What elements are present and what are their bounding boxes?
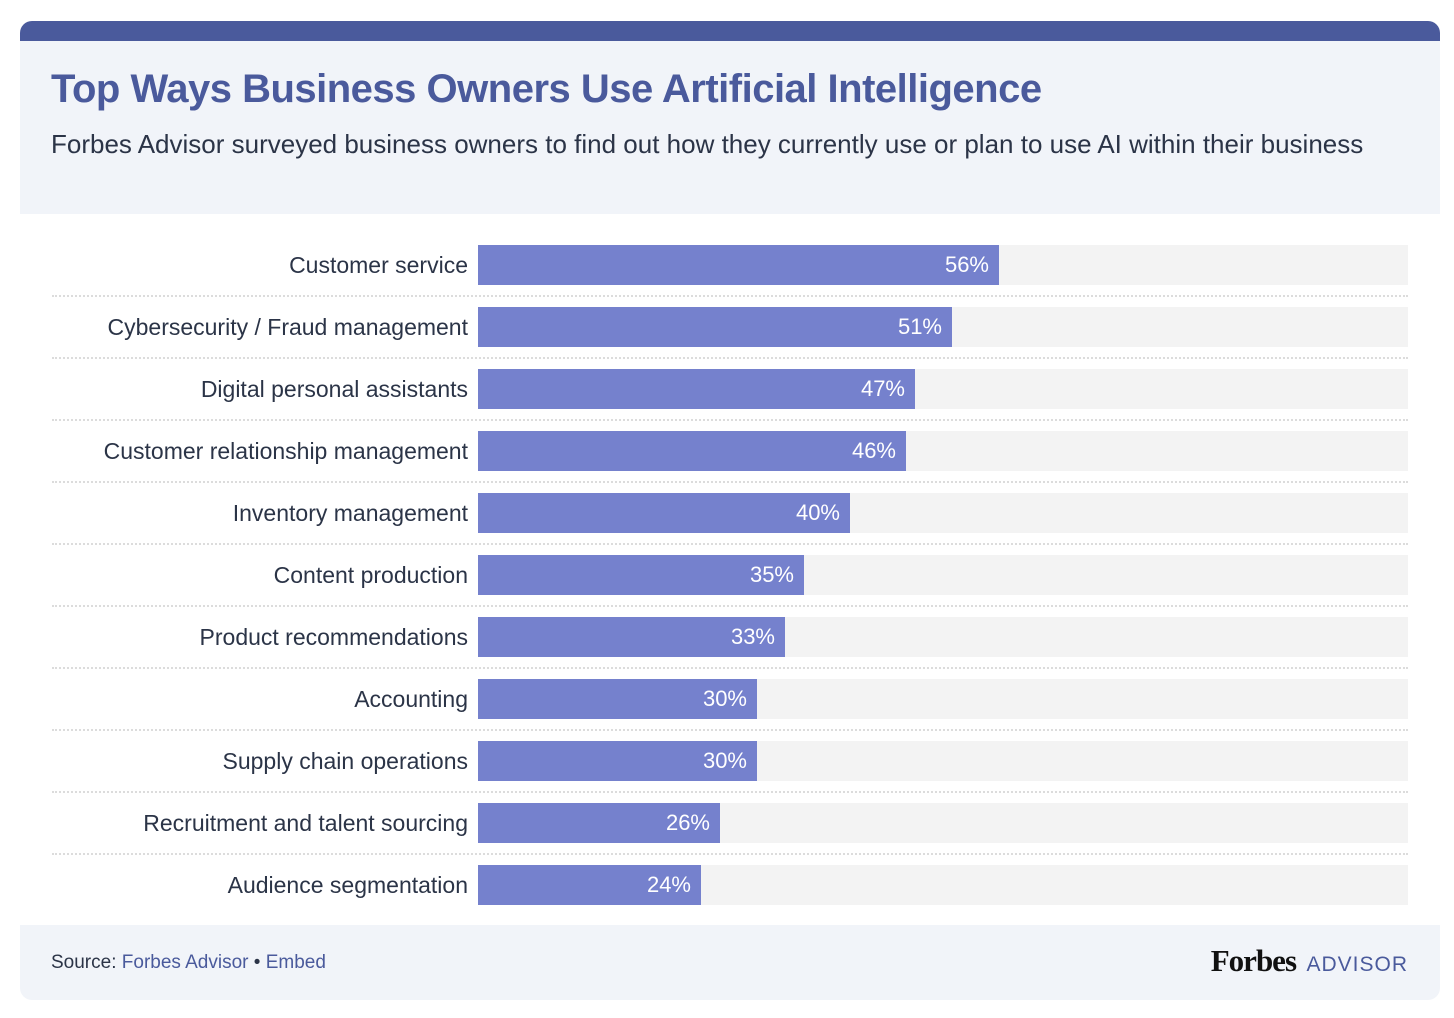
chart-row: Supply chain operations 30%	[52, 741, 1408, 803]
bar: 46%	[478, 431, 906, 471]
row-divider	[52, 295, 1408, 297]
bar-track: 51%	[478, 307, 1408, 347]
embed-link[interactable]: Embed	[265, 952, 326, 973]
bar-track: 24%	[478, 865, 1408, 905]
bar: 51%	[478, 307, 952, 347]
bar-track: 33%	[478, 617, 1408, 657]
chart-row: Product recommendations 33%	[52, 617, 1408, 679]
source-link[interactable]: Forbes Advisor	[121, 952, 249, 973]
source-line: Source: Forbes Advisor • Embed	[51, 952, 326, 974]
bar-track: 30%	[478, 679, 1408, 719]
row-divider	[52, 667, 1408, 669]
forbes-advisor-logo: Forbes ADVISOR	[1211, 943, 1408, 979]
row-divider	[52, 543, 1408, 545]
header-accent-bar	[20, 21, 1440, 41]
row-divider	[52, 853, 1408, 855]
category-label: Product recommendations	[199, 624, 468, 650]
category-label: Digital personal assistants	[200, 376, 468, 402]
chart-subtitle: Forbes Advisor surveyed business owners …	[51, 129, 1364, 159]
bar-track: 46%	[478, 431, 1408, 471]
row-divider	[52, 357, 1408, 359]
chart-row: Digital personal assistants 47%	[52, 369, 1408, 431]
category-label: Cybersecurity / Fraud management	[107, 314, 469, 340]
category-label: Content production	[273, 562, 468, 588]
bar: 56%	[478, 245, 999, 285]
row-divider	[52, 729, 1408, 731]
bar-track: 35%	[478, 555, 1408, 595]
row-divider	[52, 419, 1408, 421]
chart-row: Recruitment and talent sourcing 26%	[52, 803, 1408, 865]
bar-value-label: 51%	[897, 314, 942, 339]
bar: 47%	[478, 369, 915, 409]
source-separator: •	[253, 952, 261, 973]
row-divider	[52, 791, 1408, 793]
row-divider	[52, 605, 1408, 607]
chart-row: Customer relationship management 46%	[52, 431, 1408, 493]
bar-value-label: 26%	[665, 810, 710, 835]
bar: 24%	[478, 865, 701, 905]
bar: 33%	[478, 617, 785, 657]
category-label: Audience segmentation	[227, 872, 468, 898]
bar-track: 47%	[478, 369, 1408, 409]
bar-track: 40%	[478, 493, 1408, 533]
advisor-wordmark: ADVISOR	[1306, 953, 1408, 976]
bar-track: 56%	[478, 245, 1408, 285]
bar: 40%	[478, 493, 850, 533]
category-label: Inventory management	[232, 500, 468, 526]
bar-value-label: 40%	[795, 500, 840, 525]
chart-footer: Source: Forbes Advisor • Embed Forbes AD…	[20, 925, 1440, 1000]
chart-row: Inventory management 40%	[52, 493, 1408, 555]
chart-row: Cybersecurity / Fraud management 51%	[52, 307, 1408, 369]
bar-value-label: 33%	[730, 624, 775, 649]
category-label: Supply chain operations	[222, 748, 469, 774]
chart-header: Top Ways Business Owners Use Artificial …	[20, 41, 1440, 214]
row-divider	[52, 481, 1408, 483]
bar: 30%	[478, 679, 757, 719]
category-label: Customer service	[289, 252, 468, 278]
bar-value-label: 46%	[851, 438, 896, 463]
bar: 35%	[478, 555, 804, 595]
bar-value-label: 47%	[860, 376, 905, 401]
category-label: Accounting	[354, 686, 468, 712]
bar-value-label: 24%	[646, 872, 691, 897]
bar-track: 30%	[478, 741, 1408, 781]
bar-value-label: 30%	[702, 686, 747, 711]
bar-value-label: 30%	[702, 748, 747, 773]
source-label: Source:	[51, 952, 117, 973]
bar-value-label: 35%	[749, 562, 794, 587]
chart-row: Audience segmentation 24%	[52, 865, 1408, 927]
bar-track: 26%	[478, 803, 1408, 843]
chart-row: Customer service 56%	[52, 245, 1408, 307]
bar: 30%	[478, 741, 757, 781]
chart-row: Content production 35%	[52, 555, 1408, 617]
forbes-wordmark: Forbes	[1210, 943, 1297, 978]
bar: 26%	[478, 803, 720, 843]
chart-title: Top Ways Business Owners Use Artificial …	[51, 67, 1042, 111]
bar-value-label: 56%	[944, 252, 989, 277]
category-label: Customer relationship management	[103, 438, 468, 464]
category-label: Recruitment and talent sourcing	[143, 810, 468, 836]
chart-row: Accounting 30%	[52, 679, 1408, 741]
